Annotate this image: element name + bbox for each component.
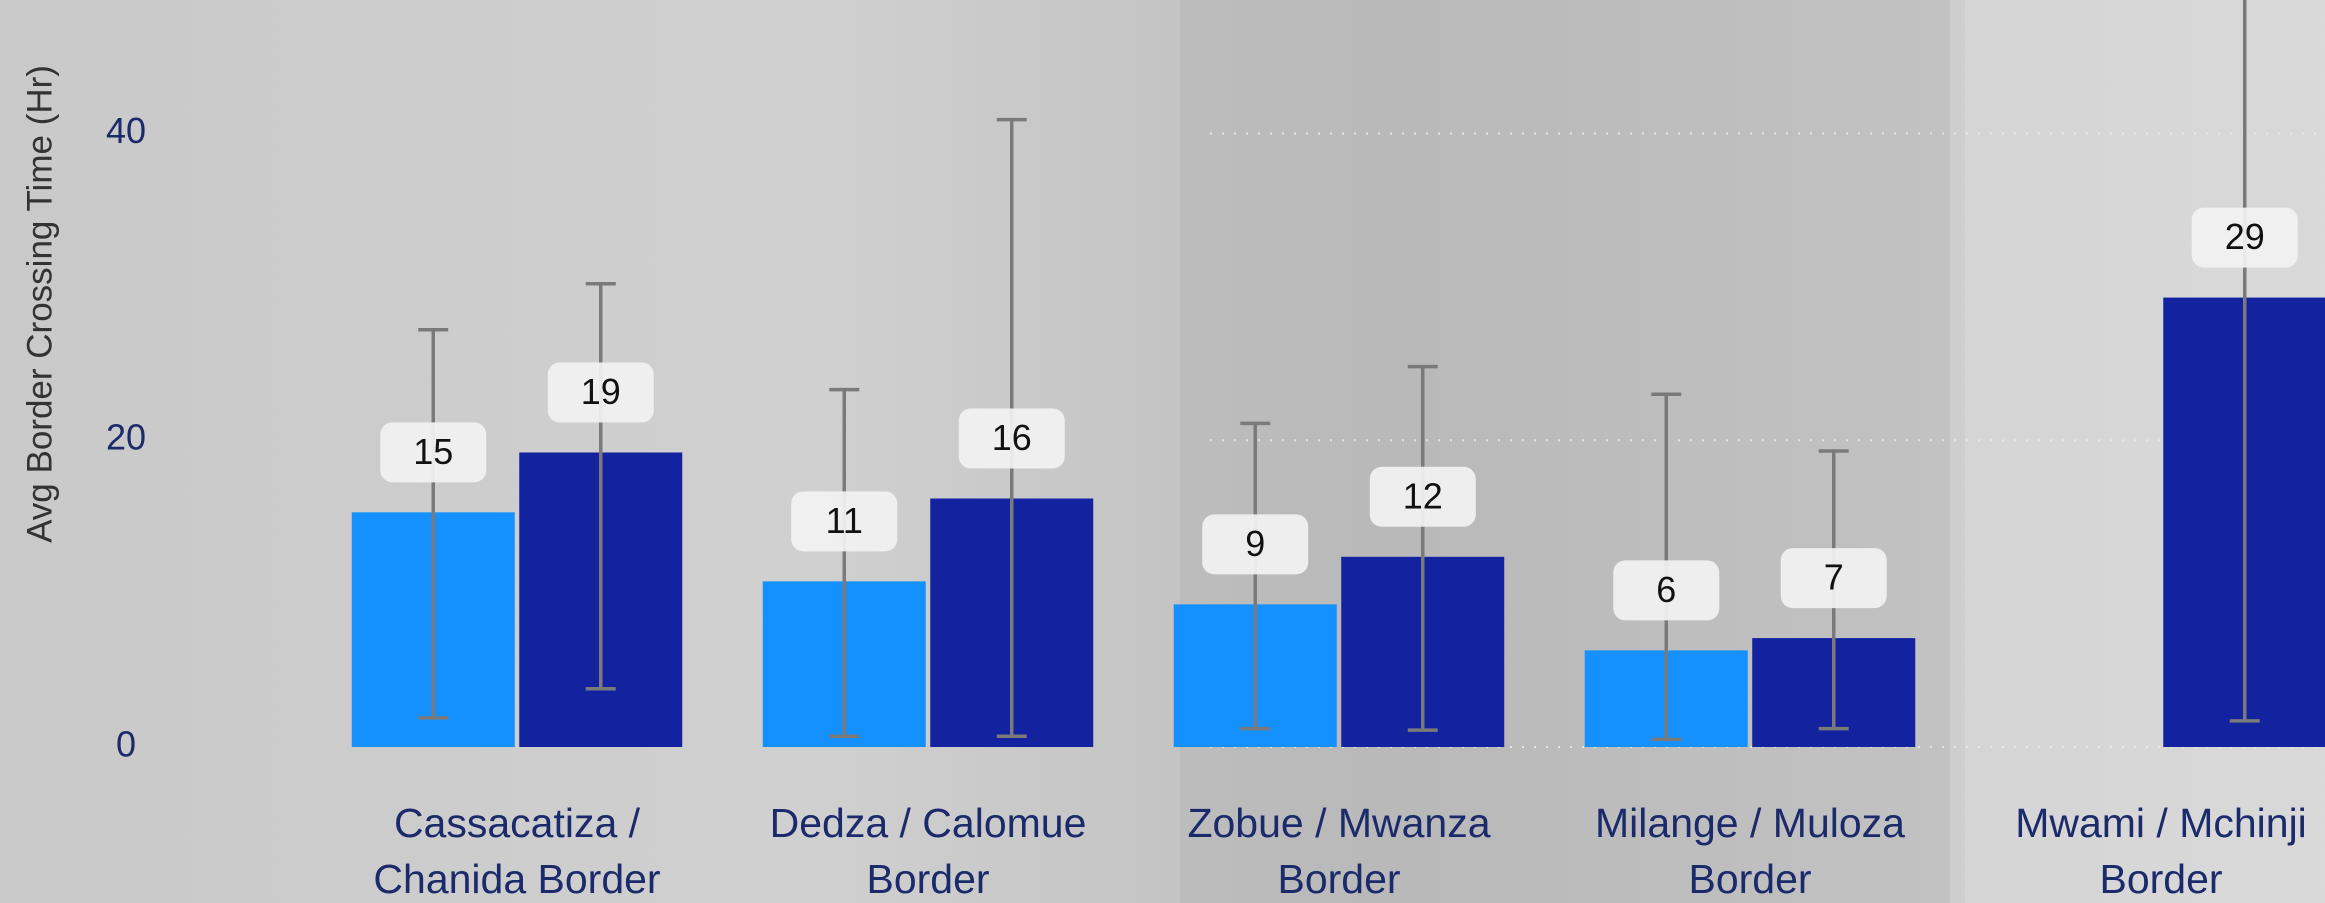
data-label: 19 (581, 371, 621, 412)
y-axis-title: Avg Border Crossing Time (Hr) (20, 65, 59, 543)
data-label: 11 (826, 500, 863, 541)
chart: Avg Border Crossing Time (Hr) 0 20 40 15 19 1… (0, 0, 2325, 903)
data-label: 15 (413, 431, 453, 472)
y-tick-label: 40 (106, 110, 146, 151)
data-label: 12 (1403, 475, 1443, 516)
x-tick-label: Cassacatiza / Chanida Border (317, 795, 717, 903)
x-tick-label: Dedza / Calomue Border (728, 795, 1128, 903)
x-tick-label: Milange / Muloza Border (1550, 795, 1950, 903)
data-label: 16 (992, 417, 1032, 458)
y-tick-label: 20 (106, 417, 146, 458)
data-label: 29 (2225, 216, 2265, 257)
page: Avg Border Crossing Time (Hr) 0 20 40 15 19 1… (0, 0, 2325, 903)
y-tick-label: 0 (116, 724, 136, 765)
data-label: 7 (1824, 557, 1844, 598)
data-label: 9 (1245, 523, 1265, 564)
data-label: 6 (1656, 569, 1676, 610)
x-tick-label: Zobue / Mwanza Border (1139, 795, 1539, 903)
x-tick-label: Mwami / Mchinji Border (1961, 795, 2325, 903)
